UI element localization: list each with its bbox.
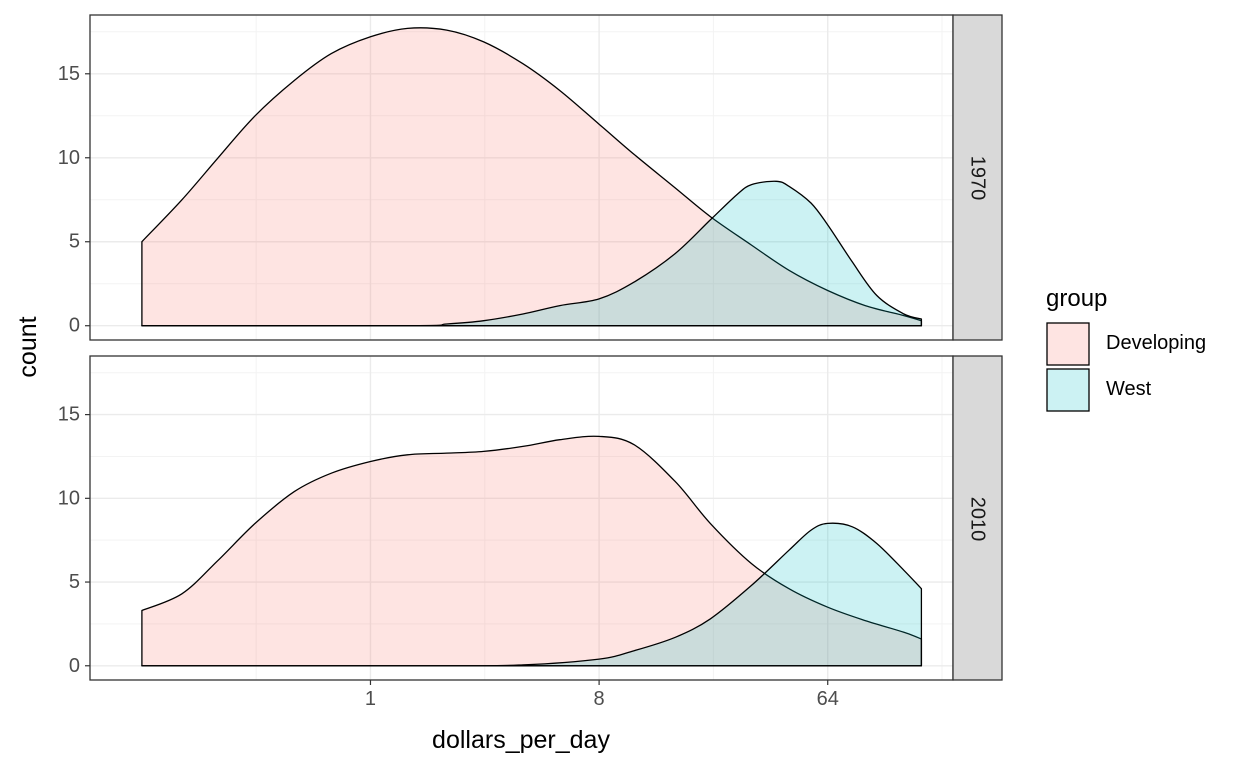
legend-key-west bbox=[1046, 368, 1090, 412]
density-area-west bbox=[141, 180, 923, 327]
facet-strip bbox=[952, 355, 1003, 681]
density-area-developing bbox=[141, 435, 923, 667]
density-area-west bbox=[141, 522, 923, 667]
legend: group Developing West bbox=[1046, 285, 1206, 412]
legend-label-west: West bbox=[1106, 378, 1152, 400]
facet-strip-label: 2010 bbox=[967, 497, 989, 542]
gridlines bbox=[90, 356, 953, 680]
y-tick-label: 0 bbox=[69, 655, 80, 677]
x-tick-label: 1 bbox=[365, 688, 376, 710]
facet-strip bbox=[952, 14, 1003, 341]
x-tick-label: 64 bbox=[817, 688, 839, 710]
x-axis-label: dollars_per_day bbox=[432, 726, 610, 754]
y-tick-label: 10 bbox=[58, 147, 80, 169]
y-axis-label: count bbox=[14, 316, 42, 377]
y-tick-label: 15 bbox=[58, 404, 80, 426]
panel-background bbox=[90, 15, 953, 340]
y-tick-label: 5 bbox=[69, 231, 80, 253]
y-tick-label: 15 bbox=[58, 63, 80, 85]
y-tick-label: 5 bbox=[69, 571, 80, 593]
x-axis: 1 8 64 bbox=[365, 680, 839, 710]
legend-title: group bbox=[1046, 285, 1107, 312]
facet-strip-label: 1970 bbox=[967, 156, 989, 201]
panel-2010: 2010 0 5 10 15 bbox=[58, 355, 1003, 681]
density-area-developing bbox=[141, 27, 923, 327]
x-tick-label: 8 bbox=[594, 688, 605, 710]
y-tick-label: 10 bbox=[58, 487, 80, 509]
legend-label-developing: Developing bbox=[1106, 332, 1206, 354]
panel-1970: 1970 0 5 10 15 bbox=[58, 14, 1003, 341]
panel-background bbox=[90, 356, 953, 680]
y-tick-label: 0 bbox=[69, 315, 80, 337]
legend-key-developing bbox=[1046, 322, 1090, 366]
